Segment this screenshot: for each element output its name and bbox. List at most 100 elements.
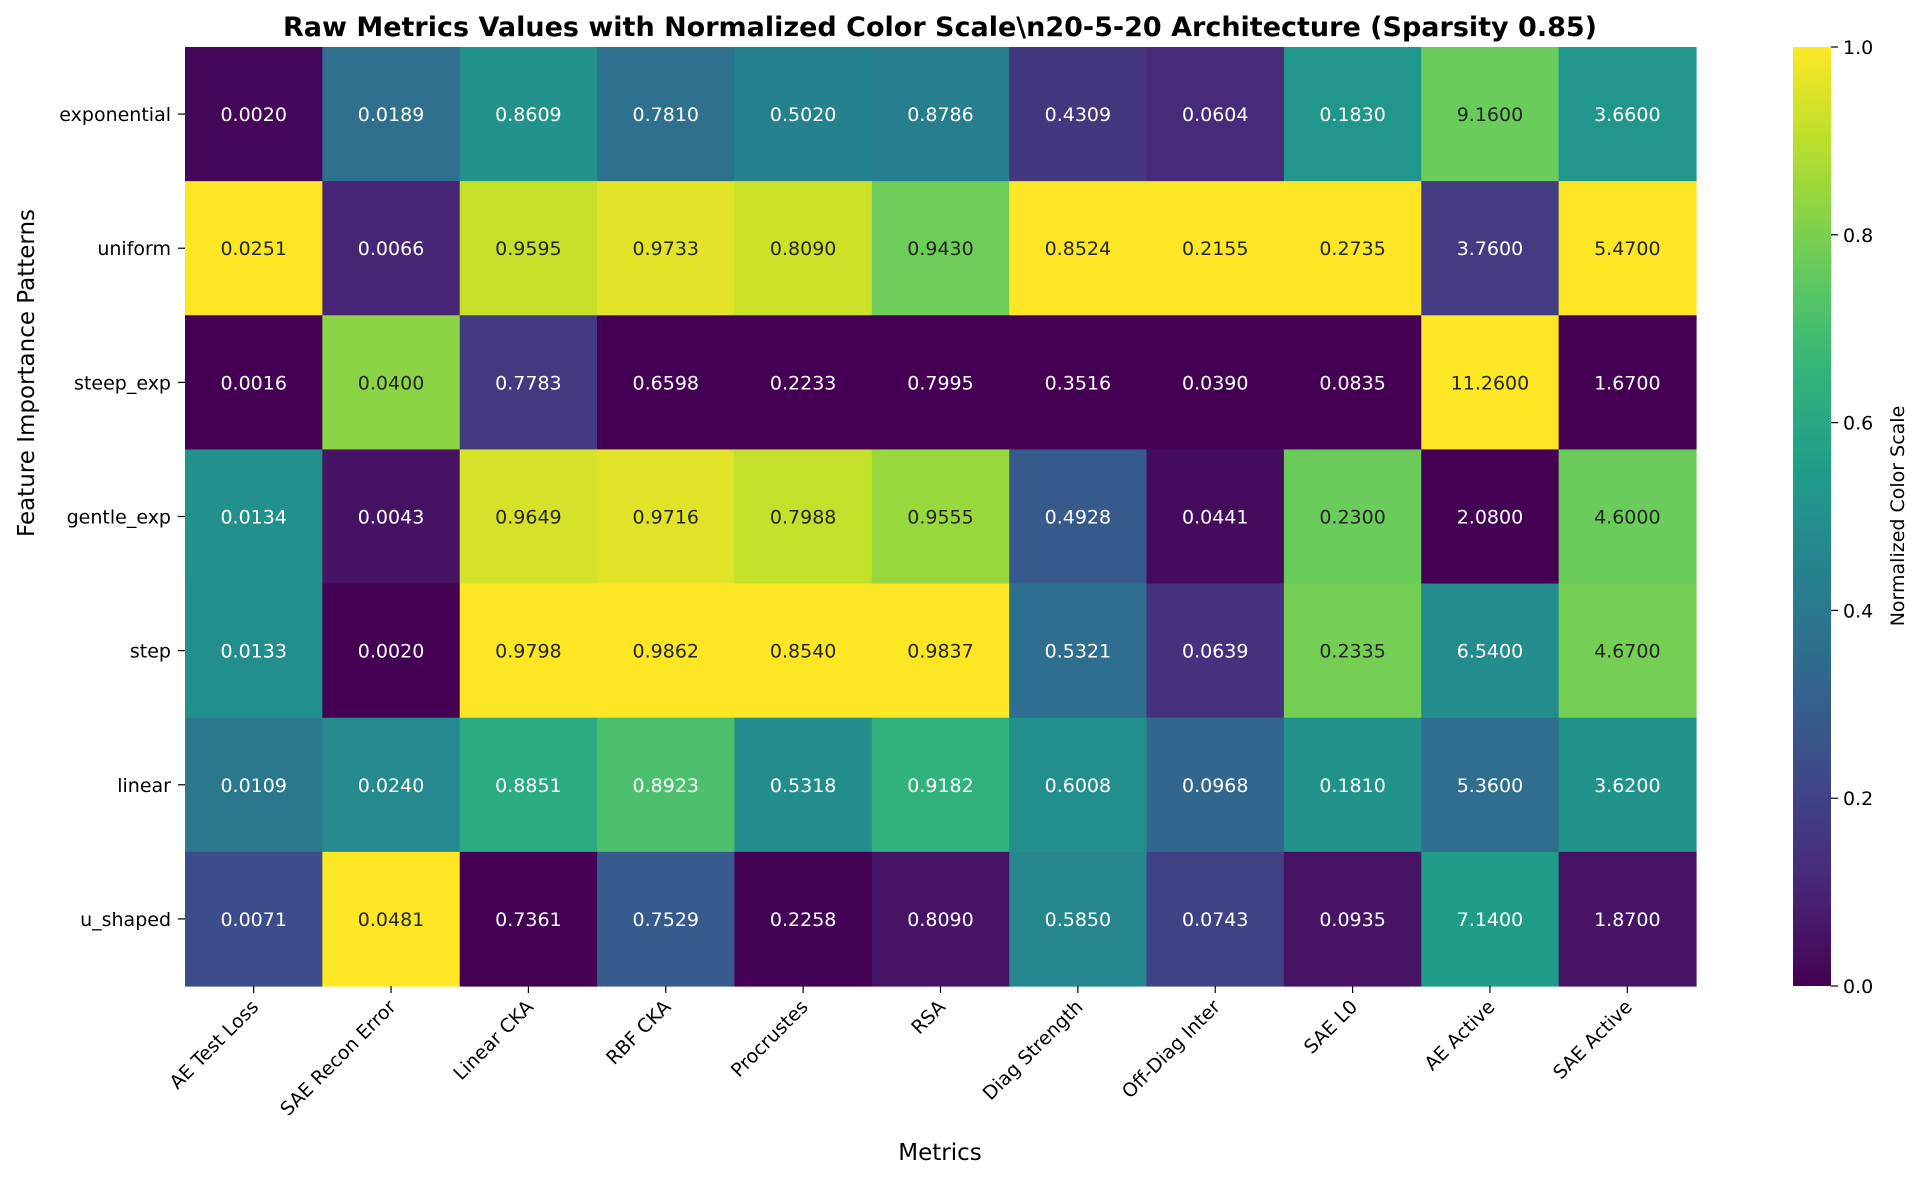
cell-value-label: 0.0133 (220, 641, 286, 663)
heatmap-cell (1009, 47, 1148, 182)
cell-value-label: 0.7810 (633, 104, 699, 126)
cell-value-label: 0.0390 (1182, 372, 1248, 394)
y-tick-label: linear (117, 775, 171, 797)
colorbar-tick-label: 0.4 (1843, 600, 1873, 622)
heatmap-cell (322, 449, 461, 585)
cell-value-label: 0.0639 (1182, 641, 1248, 663)
cell-value-label: 0.0441 (1182, 507, 1248, 529)
x-tick-label: RBF CKA (602, 996, 675, 1069)
heatmap-cell (459, 583, 598, 719)
cell-value-label: 0.7783 (495, 372, 561, 394)
cell-value-label: 0.2258 (770, 909, 836, 931)
heatmap-cell (871, 47, 1010, 182)
heatmap-cell (1146, 47, 1285, 182)
cell-value-label: 1.6700 (1594, 372, 1660, 394)
heatmap-cell (1421, 449, 1560, 585)
heatmap-cell (185, 583, 323, 719)
heatmap-cell (597, 851, 736, 987)
heatmap-cell (734, 449, 873, 585)
heatmap-cell (185, 851, 323, 987)
heatmap-cell (1421, 181, 1560, 316)
cell-value-label: 0.5318 (770, 775, 836, 797)
heatmap-cell (1283, 717, 1422, 853)
heatmap-cell (1283, 181, 1422, 316)
cell-value-label: 0.9837 (907, 641, 973, 663)
cell-value-label: 0.0251 (220, 238, 286, 260)
heatmap-cell (1558, 717, 1697, 853)
cell-value-label: 0.5850 (1045, 909, 1111, 931)
x-tick-label: SAE Recon Error (276, 996, 401, 1121)
heatmap-cell (871, 851, 1010, 987)
heatmap-cell (1558, 315, 1697, 451)
heatmap-cell (597, 717, 736, 853)
cell-value-label: 0.5321 (1045, 641, 1111, 663)
x-tick-label: Procrustes (727, 996, 813, 1082)
heatmap-cell (1009, 851, 1148, 987)
heatmap-cell (185, 181, 323, 316)
heatmap-cell (734, 717, 873, 853)
heatmap-cell (1421, 47, 1560, 182)
colorbar-tick-label: 0.8 (1843, 225, 1873, 247)
cell-value-label: 0.0835 (1319, 372, 1385, 394)
heatmap-cell (459, 181, 598, 316)
cell-value-label: 0.7361 (495, 909, 561, 931)
heatmap-cell (1146, 851, 1285, 987)
heatmap-cell (1283, 47, 1422, 182)
cell-value-label: 0.2233 (770, 372, 836, 394)
heatmap-cell (459, 449, 598, 585)
cell-value-label: 3.7600 (1457, 238, 1523, 260)
y-tick-label: u_shaped (80, 909, 171, 931)
heatmap-cell (1009, 181, 1148, 316)
heatmap-cell (185, 47, 323, 182)
cell-value-label: 0.0189 (358, 104, 424, 126)
colorbar-tick-label: 0.2 (1843, 788, 1873, 810)
cell-value-label: 0.7995 (907, 372, 973, 394)
cell-value-label: 1.8700 (1594, 909, 1660, 931)
heatmap-cell (871, 181, 1010, 316)
cell-value-label: 0.0240 (358, 775, 424, 797)
cell-value-label: 5.3600 (1457, 775, 1523, 797)
cell-value-label: 0.0020 (358, 641, 424, 663)
cell-value-label: 0.8090 (770, 238, 836, 260)
cell-value-label: 0.0743 (1182, 909, 1248, 931)
colorbar-tick-label: 1.0 (1843, 37, 1873, 59)
heatmap-cell (734, 181, 873, 316)
heatmap-cell (597, 47, 736, 182)
cell-value-label: 0.9430 (907, 238, 973, 260)
cell-value-label: 11.2600 (1451, 372, 1530, 394)
y-axis-title: Feature Importance Patterns (14, 209, 40, 537)
cell-value-label: 0.1810 (1319, 775, 1385, 797)
colorbar-tick-label: 0.0 (1843, 976, 1873, 998)
cell-value-label: 0.0604 (1182, 104, 1248, 126)
heatmap-cell (597, 583, 736, 719)
y-tick-label: uniform (97, 238, 171, 260)
cell-value-label: 0.8090 (907, 909, 973, 931)
heatmap-cell (1558, 181, 1697, 316)
cell-value-label: 0.9733 (633, 238, 699, 260)
heatmap-cell (1146, 583, 1285, 719)
heatmap-cell (459, 315, 598, 451)
cell-value-label: 4.6000 (1594, 507, 1660, 529)
cell-value-label: 0.9555 (907, 507, 973, 529)
cell-value-label: 6.5400 (1457, 641, 1523, 663)
heatmap-cell (1558, 47, 1697, 182)
cell-value-label: 0.2300 (1319, 507, 1385, 529)
y-axis-ticks: exponential uniform steep_exp gentle_expste… (59, 104, 185, 931)
cell-value-label: 0.4309 (1045, 104, 1111, 126)
heatmap-cell (459, 717, 598, 853)
heatmap-cell (734, 583, 873, 719)
heatmap-cell (322, 315, 461, 451)
y-tick-label: step (130, 641, 171, 663)
heatmap-cell (1146, 315, 1285, 451)
heatmap-cell (1009, 315, 1148, 451)
x-axis-ticks: AE Test Loss SAE Recon Error Linear CKA RBF… (166, 986, 1637, 1120)
heatmap-cell (1558, 583, 1697, 719)
cell-value-label: 0.7529 (633, 909, 699, 931)
heatmap-cell (1421, 851, 1560, 987)
cell-value-label: 0.8923 (633, 775, 699, 797)
y-tick-label: exponential (59, 104, 171, 126)
y-tick-label: steep_exp (74, 372, 171, 394)
heatmap-cell (185, 315, 323, 451)
cell-value-label: 0.2335 (1319, 641, 1385, 663)
